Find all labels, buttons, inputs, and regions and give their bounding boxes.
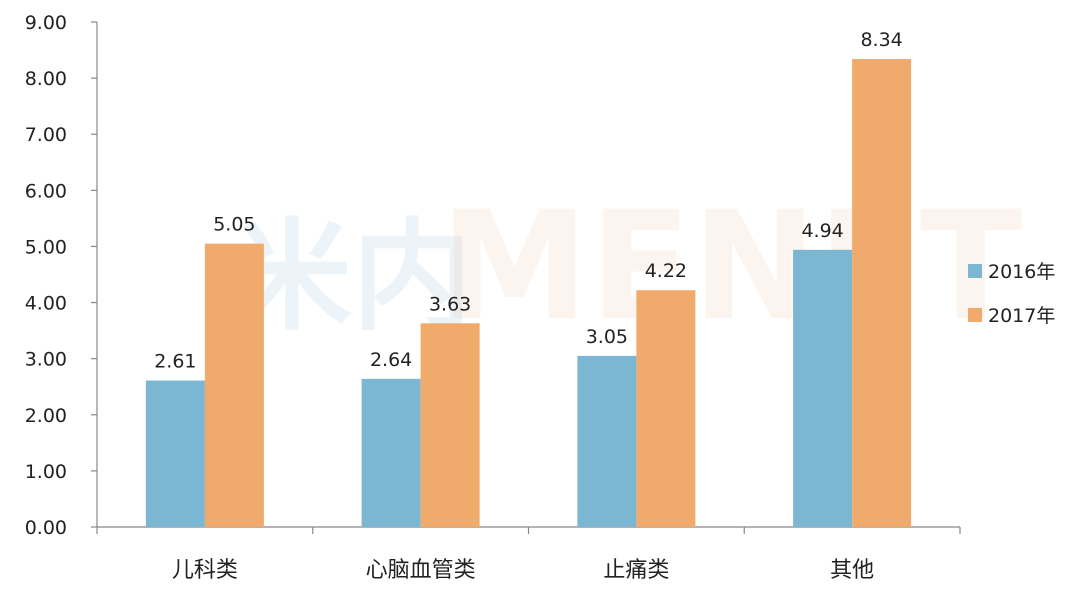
y-tick-label: 9.00 xyxy=(25,12,67,34)
watermark: 米内 MENET xyxy=(232,180,1022,354)
bar-1-3 xyxy=(852,59,912,528)
y-axis: 0.00 1.00 2.00 3.00 4.00 5.00 6.00 7.00 8.00 9.00 xyxy=(25,12,98,539)
bar-0-2 xyxy=(577,355,637,527)
y-tick-label: 3.00 xyxy=(25,349,67,371)
data-label-1-1: 3.63 xyxy=(429,293,471,315)
data-label-0-1: 2.64 xyxy=(370,349,412,371)
y-tick-label: 4.00 xyxy=(25,293,67,315)
watermark-en: MENET xyxy=(440,180,1022,354)
legend-label-0: 2016年 xyxy=(988,261,1055,283)
y-tick-label: 0.00 xyxy=(25,517,67,539)
bar-0-1 xyxy=(361,378,421,527)
x-category-label: 止痛类 xyxy=(603,558,669,583)
x-axis: 儿科类 心脑血管类 止痛类 其他 xyxy=(96,526,961,583)
y-tick-label: 8.00 xyxy=(25,68,67,90)
x-category-label: 其他 xyxy=(830,558,874,583)
legend-swatch-1 xyxy=(968,308,982,322)
data-label-0-3: 4.94 xyxy=(801,220,843,242)
data-label-0-0: 2.61 xyxy=(154,351,196,373)
data-labels: 2.61 2.64 3.05 4.94 5.05 3.63 4.22 8.34 xyxy=(154,29,903,373)
bars xyxy=(145,59,912,528)
y-tick-label: 7.00 xyxy=(25,124,67,146)
bar-1-0 xyxy=(204,243,264,527)
bar-1-1 xyxy=(420,323,480,527)
bar-0-0 xyxy=(145,380,205,527)
y-tick-label: 1.00 xyxy=(25,461,67,483)
legend: 2016年 2017年 xyxy=(968,261,1055,327)
data-label-1-3: 8.34 xyxy=(860,29,902,51)
bar-1-2 xyxy=(636,290,696,527)
y-tick-label: 2.00 xyxy=(25,405,67,427)
data-label-1-2: 4.22 xyxy=(645,260,687,282)
x-category-label: 心脑血管类 xyxy=(366,558,476,583)
data-label-0-2: 3.05 xyxy=(586,326,628,348)
data-label-1-0: 5.05 xyxy=(213,214,255,236)
legend-swatch-0 xyxy=(968,264,982,278)
bar-0-3 xyxy=(793,249,853,528)
y-tick-label: 5.00 xyxy=(25,236,67,258)
x-category-label: 儿科类 xyxy=(172,558,238,583)
legend-label-1: 2017年 xyxy=(988,305,1055,327)
y-tick-label: 6.00 xyxy=(25,180,67,202)
